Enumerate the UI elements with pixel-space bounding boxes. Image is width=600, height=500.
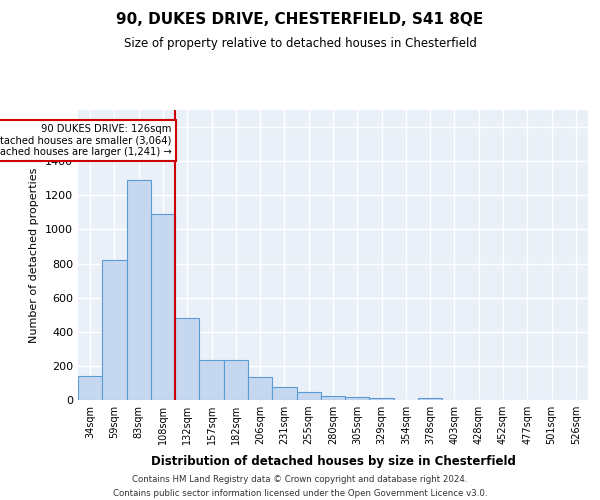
Bar — [345, 398, 370, 400]
Bar — [127, 180, 151, 400]
Bar — [151, 214, 175, 400]
Bar — [248, 377, 272, 400]
Bar — [102, 260, 127, 400]
X-axis label: Distribution of detached houses by size in Chesterfield: Distribution of detached houses by size … — [151, 456, 515, 468]
Bar — [175, 318, 199, 400]
Bar — [418, 398, 442, 400]
Bar — [296, 392, 321, 400]
Bar — [272, 387, 296, 400]
Y-axis label: Number of detached properties: Number of detached properties — [29, 168, 40, 342]
Bar — [78, 376, 102, 400]
Bar — [224, 360, 248, 400]
Text: 90, DUKES DRIVE, CHESTERFIELD, S41 8QE: 90, DUKES DRIVE, CHESTERFIELD, S41 8QE — [116, 12, 484, 28]
Text: Size of property relative to detached houses in Chesterfield: Size of property relative to detached ho… — [124, 38, 476, 51]
Text: Contains HM Land Registry data © Crown copyright and database right 2024.
Contai: Contains HM Land Registry data © Crown c… — [113, 476, 487, 498]
Bar — [199, 360, 224, 400]
Text: 90 DUKES DRIVE: 126sqm
← 71% of detached houses are smaller (3,064)
29% of semi-: 90 DUKES DRIVE: 126sqm ← 71% of detached… — [0, 124, 172, 157]
Bar — [321, 396, 345, 400]
Bar — [370, 398, 394, 400]
